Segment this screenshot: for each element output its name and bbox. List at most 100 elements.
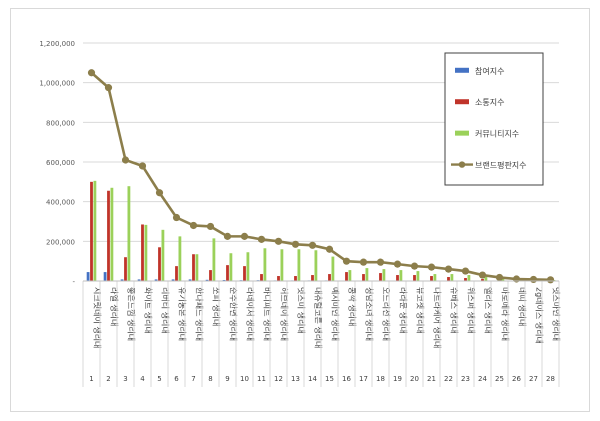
bar — [127, 186, 131, 281]
bar — [175, 266, 178, 281]
line-point — [240, 232, 249, 240]
line-point — [444, 265, 453, 273]
line-point — [257, 235, 266, 243]
bar — [379, 273, 382, 281]
line-point — [359, 258, 368, 266]
category-label: 리버티 생리대 — [161, 287, 171, 334]
line-point — [478, 271, 487, 279]
line-point — [189, 221, 198, 230]
line-point — [87, 69, 96, 77]
category-label: 순수한면 생리대 — [229, 287, 239, 341]
category-number: 23 — [461, 375, 470, 383]
category-label: 유기농본 생리대 — [178, 287, 188, 341]
category-label: 라엘 생리대 — [110, 287, 120, 326]
bar — [501, 278, 505, 281]
y-tick-label: 800,000 — [46, 119, 75, 127]
bar — [464, 278, 467, 281]
category-label: 라라문 생리대 — [399, 287, 409, 334]
category-number: 15 — [325, 375, 334, 383]
category-number: 22 — [444, 375, 453, 383]
line-point — [308, 241, 317, 249]
bar — [362, 274, 365, 281]
category-label: 허브데이 생리대 — [280, 287, 290, 341]
bar — [396, 275, 399, 281]
category-number: 8 — [208, 375, 212, 383]
category-number: 26 — [512, 375, 521, 383]
category-number: 13 — [291, 375, 300, 383]
bar — [243, 266, 246, 281]
bar — [209, 270, 212, 281]
category-number: 28 — [546, 375, 555, 383]
category-number: 5 — [157, 375, 161, 383]
y-tick-label: 1,200,000 — [39, 40, 75, 48]
y-axis: - 200,000 400,000 600,000 800,000 1,000,000 1,… — [39, 40, 75, 286]
line-point — [223, 232, 232, 240]
category-number: 10 — [240, 375, 249, 383]
bar — [433, 274, 437, 281]
category-number: 6 — [174, 375, 179, 383]
bar — [229, 253, 233, 281]
bar — [430, 276, 433, 281]
line-point — [495, 273, 504, 282]
bar — [246, 252, 250, 281]
bar — [348, 270, 352, 281]
bars — [86, 180, 556, 281]
bar — [195, 254, 199, 281]
category-number: 12 — [274, 375, 283, 383]
category-number: 27 — [529, 375, 538, 383]
category-label: 뷰코셋 생리대 — [416, 287, 426, 334]
category-number: 3 — [123, 375, 127, 383]
bar — [86, 272, 90, 281]
line-point — [172, 213, 181, 222]
category-number: 19 — [393, 375, 402, 383]
category-label: 청담소녀 생리대 — [365, 287, 375, 341]
bar — [280, 249, 284, 281]
bar — [158, 247, 161, 281]
category-number: 2 — [106, 375, 110, 383]
line-point — [291, 240, 300, 248]
category-number: 11 — [257, 375, 266, 383]
category-label: 화이트 생리대 — [144, 287, 154, 334]
line-point — [529, 275, 538, 284]
bar — [212, 238, 216, 281]
category-label: 한나패드 생리대 — [195, 287, 205, 341]
category-label: 마로메라 생리대 — [501, 287, 511, 341]
bar — [382, 269, 386, 281]
bar — [90, 181, 93, 281]
line-path — [90, 71, 551, 282]
line-point — [138, 162, 147, 170]
bar — [226, 265, 229, 281]
category-label: 예지미인 생리대 — [331, 287, 341, 341]
category-number: 17 — [359, 375, 368, 383]
bar — [107, 190, 110, 281]
line-point — [206, 222, 215, 231]
bar — [311, 275, 314, 281]
bar — [331, 256, 335, 281]
legend-label: 브랜드평판지수 — [475, 160, 527, 170]
category-label: 잇츠미 생리대 — [297, 287, 307, 334]
bar — [297, 249, 301, 281]
y-tick-label: 1,000,000 — [39, 80, 75, 88]
legend-swatch — [455, 130, 469, 136]
bar — [154, 279, 158, 281]
line-point — [342, 257, 351, 265]
bar — [260, 274, 263, 281]
category-number: 7 — [191, 375, 195, 383]
legend-swatch — [455, 67, 469, 73]
brand-reputation-chart: - 200,000 400,000 600,000 800,000 1,000,000 1,… — [39, 40, 562, 387]
bar — [93, 180, 97, 281]
category-number: 16 — [342, 375, 351, 383]
bar — [144, 224, 148, 281]
bar — [161, 229, 165, 281]
line-point — [155, 189, 164, 197]
category-label: 쏘피 생리대 — [212, 287, 222, 326]
category-number: 4 — [140, 375, 145, 383]
category-number: 18 — [376, 375, 385, 383]
line-point — [512, 275, 521, 283]
bar — [481, 279, 484, 281]
bar — [192, 254, 195, 281]
bar — [110, 187, 114, 281]
category-label: 네띠 생리대 — [518, 287, 528, 326]
legend-label: 참여지수 — [475, 66, 504, 76]
bar — [328, 274, 331, 281]
